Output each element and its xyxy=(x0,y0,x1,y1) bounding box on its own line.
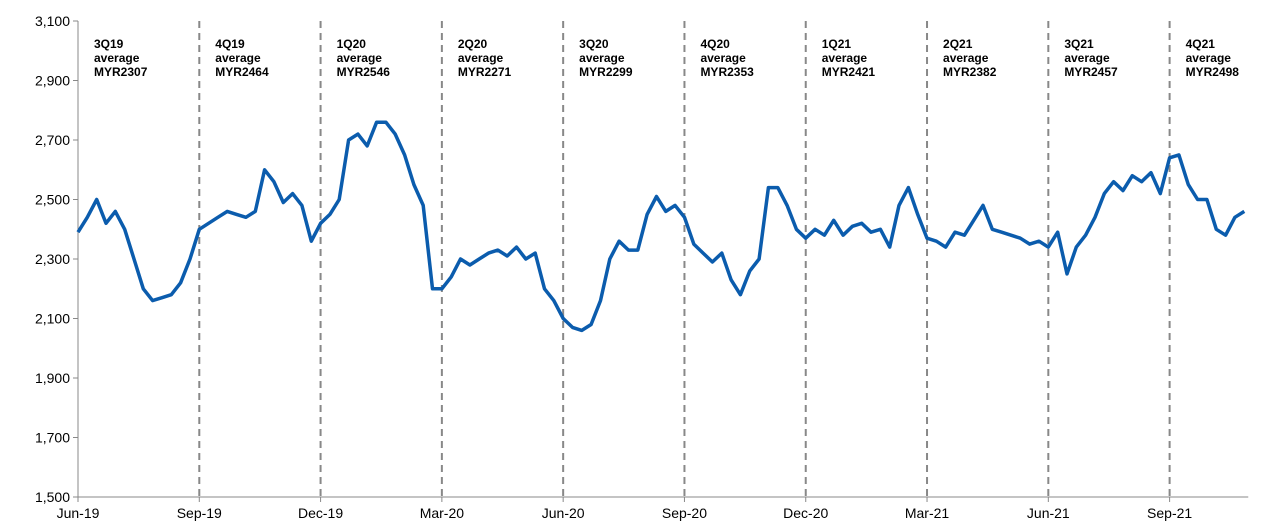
annotation: average xyxy=(1186,51,1232,65)
x-tick-label: Mar-20 xyxy=(420,505,465,521)
y-tick-label: 3,100 xyxy=(35,13,70,29)
annotation: 4Q19 xyxy=(215,37,245,51)
annotation: average xyxy=(94,51,140,65)
annotation: MYR2546 xyxy=(337,65,391,79)
annotation: 4Q21 xyxy=(1186,37,1216,51)
annotation: 3Q19 xyxy=(94,37,124,51)
series-line xyxy=(76,120,1246,333)
y-tick-label: 2,300 xyxy=(35,251,70,267)
x-tick-label: Sep-20 xyxy=(662,505,707,521)
annotation: average xyxy=(337,51,383,65)
annotation: average xyxy=(215,51,261,65)
y-tick-label: 2,900 xyxy=(35,73,70,89)
x-tick-label: Sep-21 xyxy=(1147,505,1192,521)
annotation: MYR2307 xyxy=(94,65,148,79)
y-tick-label: 2,100 xyxy=(35,311,70,327)
y-tick-label: 1,500 xyxy=(35,489,70,505)
y-tick-label: 1,700 xyxy=(35,430,70,446)
x-tick-label: Jun-21 xyxy=(1027,505,1070,521)
annotation: average xyxy=(943,51,989,65)
x-tick-label: Mar-21 xyxy=(905,505,950,521)
annotation: MYR2457 xyxy=(1064,65,1118,79)
annotation: MYR2382 xyxy=(943,65,997,79)
annotation: average xyxy=(458,51,504,65)
y-tick-label: 2,700 xyxy=(35,132,70,148)
annotation: MYR2271 xyxy=(458,65,512,79)
annotation: average xyxy=(822,51,868,65)
y-tick-label: 2,500 xyxy=(35,192,70,208)
annotation: 4Q20 xyxy=(700,37,730,51)
annotation: 3Q21 xyxy=(1064,37,1094,51)
annotation: MYR2498 xyxy=(1186,65,1240,79)
x-tick-label: Sep-19 xyxy=(177,505,222,521)
x-tick-label: Jun-19 xyxy=(57,505,100,521)
annotation: average xyxy=(700,51,746,65)
x-tick-label: Jun-20 xyxy=(542,505,585,521)
annotation: MYR2299 xyxy=(579,65,633,79)
annotation: MYR2353 xyxy=(700,65,754,79)
annotation: 2Q21 xyxy=(943,37,973,51)
annotation: MYR2464 xyxy=(215,65,269,79)
annotation: average xyxy=(1064,51,1110,65)
y-tick-label: 1,900 xyxy=(35,370,70,386)
annotation: 1Q20 xyxy=(337,37,367,51)
x-tick-label: Dec-19 xyxy=(298,505,343,521)
annotation: 1Q21 xyxy=(822,37,852,51)
annotation: 3Q20 xyxy=(579,37,609,51)
x-tick-label: Dec-20 xyxy=(783,505,828,521)
annotation: MYR2421 xyxy=(822,65,876,79)
annotation: average xyxy=(579,51,625,65)
annotation: 2Q20 xyxy=(458,37,488,51)
